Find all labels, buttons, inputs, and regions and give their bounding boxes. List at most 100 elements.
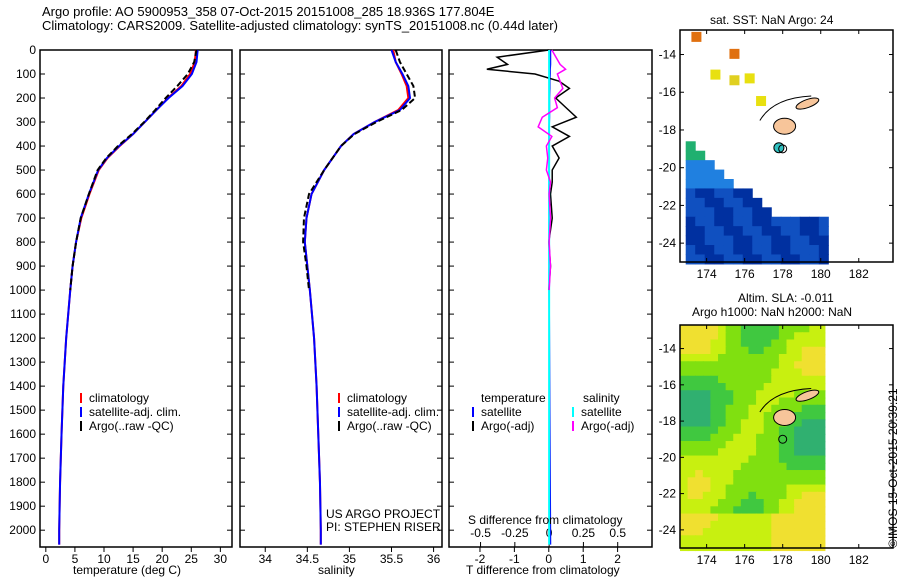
sla-cell — [740, 339, 750, 349]
sla-cell — [733, 332, 742, 341]
sla-cell — [725, 455, 735, 465]
sla-cell — [763, 361, 773, 370]
sla-cell — [740, 368, 750, 378]
sla-cell — [718, 470, 727, 479]
sst-cell — [818, 226, 829, 237]
sla-cell — [794, 433, 803, 443]
sla-cell — [702, 433, 712, 443]
sla-cell — [786, 506, 795, 515]
sla-cell — [740, 383, 750, 392]
sla-cell — [725, 361, 735, 370]
sla-cell — [702, 535, 712, 544]
sla-cell — [695, 528, 704, 537]
xtick-label: 25 — [185, 552, 199, 566]
sst-cell — [761, 235, 772, 246]
sla-cell — [695, 390, 704, 399]
title-line-2: Climatology: CARS2009. Satellite-adjuste… — [42, 18, 558, 33]
sla-cell — [771, 506, 780, 515]
sst-cell — [742, 254, 753, 265]
sla-cell — [710, 455, 719, 465]
sla-cell — [748, 477, 757, 486]
sla-cell — [771, 339, 780, 349]
sla-cell — [687, 448, 697, 457]
sst-cell — [756, 96, 767, 107]
sla-cell — [778, 528, 788, 537]
sla-cell — [786, 383, 795, 392]
sla-cell — [801, 433, 811, 443]
sla-cell — [756, 383, 765, 392]
sst-map-vanua-levu — [795, 97, 820, 110]
ytick-label: 300 — [16, 115, 36, 129]
sla-cell — [718, 390, 727, 399]
sla-cell — [695, 448, 704, 457]
sla-cell — [786, 491, 795, 501]
sla-cell — [718, 419, 727, 428]
sla-cell — [794, 477, 803, 486]
sst-cell — [714, 216, 725, 227]
sla-cell — [710, 484, 719, 494]
sst-cell — [799, 226, 810, 237]
sla-cell — [748, 513, 757, 523]
sla-cell — [695, 470, 704, 479]
sla-map-bathy-contour — [759, 387, 812, 413]
sla-cell — [794, 346, 803, 356]
sst-cell — [780, 245, 791, 256]
sla-cell — [794, 383, 803, 392]
sla-cell — [816, 332, 826, 341]
ytick-label: 1400 — [9, 379, 36, 393]
sla-cell — [801, 419, 811, 428]
sst-cell — [723, 207, 734, 218]
sla-cell — [718, 462, 727, 472]
legend-salinity-header: salinity — [583, 391, 620, 405]
sla-cell — [801, 462, 811, 472]
sla-cell — [718, 477, 727, 486]
sla-cell — [748, 426, 757, 436]
sla-cell — [801, 346, 811, 356]
sla-cell — [794, 426, 803, 436]
sla-cell — [794, 404, 803, 414]
sla-cell — [756, 397, 765, 407]
sla-cell — [748, 506, 757, 515]
sla-cell — [816, 375, 826, 385]
sla-cell — [771, 528, 780, 537]
sla-cell — [710, 390, 719, 399]
series-satellite-adj-clim- — [58, 49, 199, 545]
sla-cell — [702, 426, 712, 436]
sst-cell — [685, 254, 696, 265]
sla-cell — [756, 455, 765, 465]
sla-cell — [702, 520, 712, 530]
sla-cell — [794, 390, 803, 399]
xtick-label: 5 — [72, 552, 79, 566]
sst-cell — [742, 207, 753, 218]
sst-cell — [685, 188, 696, 199]
sla-cell — [740, 506, 750, 515]
sla-cell — [680, 390, 689, 399]
sla-cell — [816, 448, 826, 457]
sla-cell — [718, 491, 727, 501]
xtick-label: 20 — [156, 552, 170, 566]
sla-cell — [687, 441, 697, 450]
sla-cell — [816, 477, 826, 486]
series-argo-raw-qc- — [302, 49, 417, 291]
sla-cell — [718, 361, 727, 370]
sla-cell — [748, 419, 757, 428]
sla-cell — [763, 491, 773, 501]
sla-cell — [748, 455, 757, 465]
sla-cell — [680, 361, 689, 370]
sla-cell — [710, 513, 719, 523]
sla-cell — [763, 520, 773, 530]
sla-cell — [725, 390, 735, 399]
sla-cell — [740, 419, 750, 428]
x2tick-label: -0.25 — [501, 526, 529, 540]
series-satellite-adj-clim- — [303, 49, 412, 545]
sla-cell — [702, 368, 712, 378]
sla-cell — [680, 332, 689, 341]
sla-cell — [778, 404, 788, 414]
sla-cell — [816, 462, 826, 472]
sla-cell — [771, 426, 780, 436]
sla-map-viti-levu — [773, 408, 797, 426]
sla-cell — [680, 325, 689, 334]
sla-cell — [702, 477, 712, 486]
sla-cell — [710, 448, 719, 457]
